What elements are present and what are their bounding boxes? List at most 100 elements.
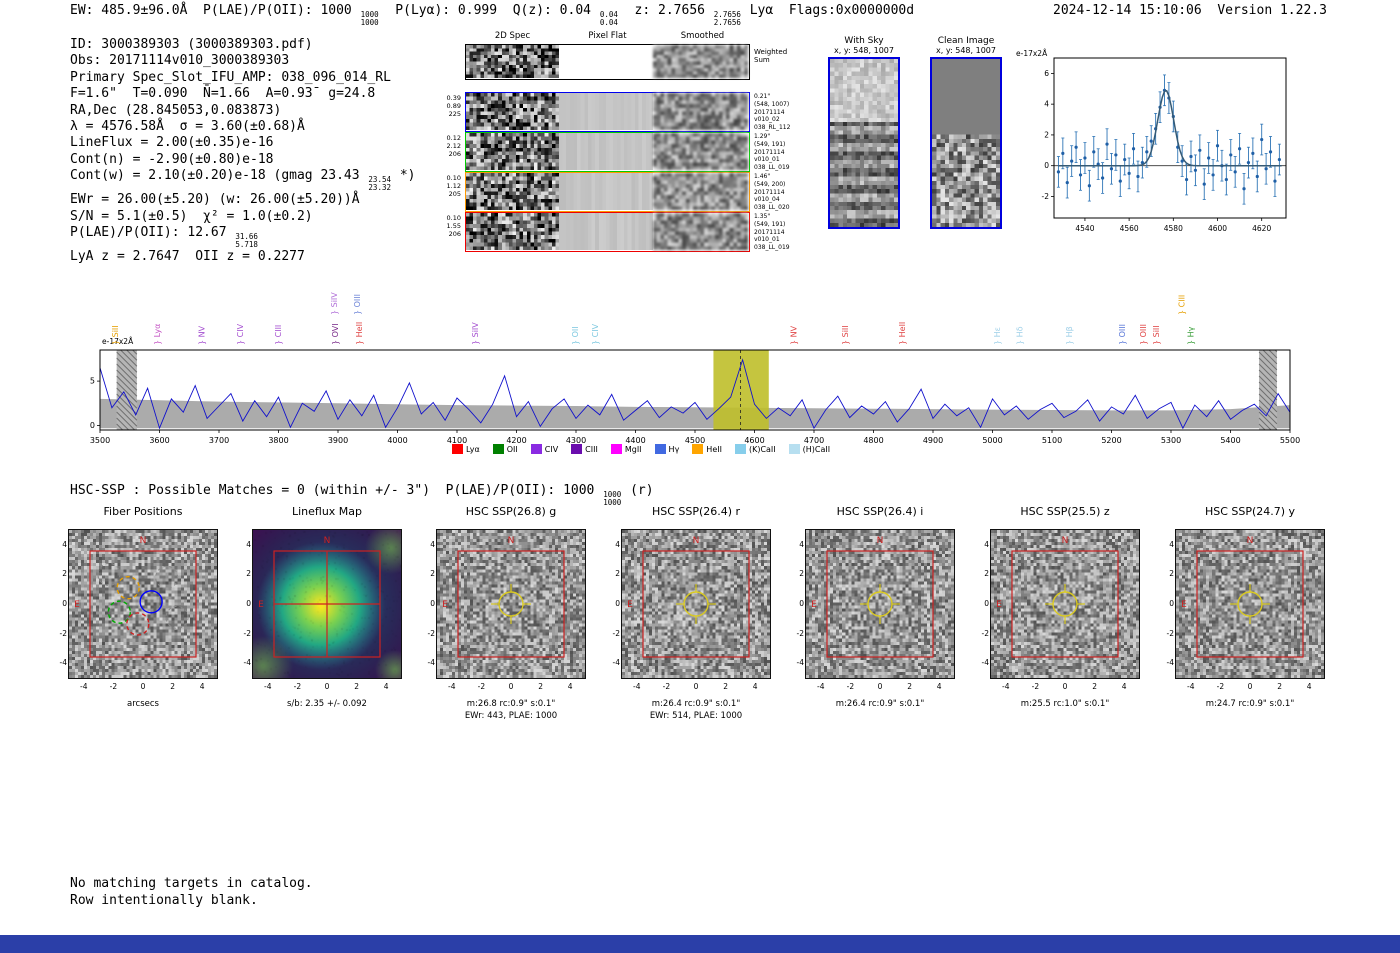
data-point — [1092, 150, 1095, 153]
with-sky-title: With Sky — [824, 36, 904, 46]
compass-east-label: E — [258, 600, 264, 610]
text-segment: Primary Spec_Slot_IFU_AMP: 038_096_014_R… — [70, 70, 391, 85]
x-tick-label: -2 — [841, 682, 859, 691]
spectral-line-legend: Lyα OII CIV CIII MgII Hγ HeII (K)CaII (H)CaII — [452, 444, 830, 454]
spectral-line-label: } SiIV — [330, 292, 339, 315]
clean-image-coords: x, y: 548, 1007 — [926, 46, 1006, 55]
row-left-label: 0.10 — [440, 214, 461, 222]
fiber-circle — [140, 591, 162, 613]
spectral-line-label: } HeII — [355, 322, 364, 345]
y-tick-label: 4 — [1150, 540, 1174, 549]
data-point — [1105, 143, 1108, 146]
row-right-annotations: 0.21" (548, 1007) 20171114 v010_02 038_RL_11… — [754, 93, 824, 132]
catalog-note-line: Row intentionally blank. — [70, 893, 313, 910]
cutout-panel: HSC SSP(26.4) i N E 4 -4 2 -2 0 0 -2 2 -4 4 m:26.4 rc… — [778, 505, 964, 735]
cutout-panel: Lineflux Map N E 4 -4 2 -2 0 0 -2 2 -4 4 s/b: 2.35 +/… — [225, 505, 411, 735]
spectral-line-label: } SiII — [1152, 325, 1161, 345]
x-tick-label: 4 — [1300, 682, 1318, 691]
data-point — [1238, 147, 1241, 150]
cutout-title: HSC SSP(25.5) z — [991, 505, 1139, 518]
fraction-bottom: 5.718 — [235, 241, 258, 249]
text-segment: Cont(n) = -2.90(±0.80)e-18 — [70, 152, 274, 167]
y-tick-label: 4 — [411, 540, 435, 549]
y-tick-label: 4 — [965, 540, 989, 549]
row-left-label: 0.89 — [440, 102, 461, 110]
cutout-panel: HSC SSP(25.5) z N E 4 -4 2 -2 0 0 -2 2 -4 4 m:25.5 rc… — [963, 505, 1149, 735]
data-point — [1101, 176, 1104, 179]
wcs-box — [827, 551, 933, 657]
cutout-overlay: NE — [1176, 530, 1324, 678]
x-tick-label: 4600 — [1208, 224, 1227, 233]
cutout-title: HSC SSP(26.8) g — [437, 505, 585, 518]
cutout-caption: m:25.5 rc:1.0" s:0.1" — [991, 699, 1139, 709]
y-tick-label: -2 — [1042, 192, 1050, 201]
row-right-annotation: 0.21" — [754, 93, 824, 101]
y-tick-label: 6 — [1044, 69, 1049, 78]
cutout-panel: Fiber Positions N E 4 -4 2 -2 0 0 -2 2 -4 4 arcsecs — [41, 505, 227, 735]
cutout-title: Fiber Positions — [69, 505, 217, 518]
spec2d-row — [465, 132, 750, 172]
data-point — [1114, 153, 1117, 156]
data-point — [1070, 159, 1073, 162]
cutout-overlay: NE — [69, 530, 217, 678]
x-tick-label: 3700 — [209, 436, 229, 445]
compass-north-label: N — [324, 536, 331, 546]
compass-north-label: N — [877, 536, 884, 546]
spectral-line-label: } SiIV — [471, 322, 480, 345]
y-tick-label: 0 — [411, 599, 435, 608]
y-tick-label: 2 — [43, 569, 67, 578]
legend-label: OII — [507, 445, 518, 454]
wcs-box — [458, 551, 564, 657]
clean-image-image — [930, 57, 1002, 229]
info-line: Cont(n) = -2.90(±0.80)e-18 — [70, 152, 415, 168]
fraction-bottom: 2.7656 — [714, 19, 741, 27]
x-tick-label: 3900 — [328, 436, 348, 445]
x-tick-label: 2 — [532, 682, 550, 691]
legend-item: Hγ — [655, 444, 680, 454]
legend-label: MgII — [625, 445, 642, 454]
data-point — [1061, 152, 1064, 155]
text-segment: *) — [392, 168, 415, 183]
smoothed-image — [653, 45, 748, 78]
data-point — [1079, 173, 1082, 176]
y-tick-label: 0 — [90, 421, 95, 430]
x-tick-label: -2 — [472, 682, 490, 691]
fraction-bottom: 23.32 — [368, 184, 391, 192]
y-tick-label: -4 — [965, 658, 989, 667]
legend-swatch — [571, 444, 582, 454]
faint-fiber-circle — [156, 566, 178, 588]
compass-east-label: E — [442, 600, 448, 610]
cutout-overlay: NE — [991, 530, 1139, 678]
cutout-overlay: NE — [253, 530, 401, 678]
legend-swatch — [789, 444, 800, 454]
x-tick-label: -2 — [1026, 682, 1044, 691]
cutout-caption: m:26.4 rc:0.9" s:0.1" — [622, 699, 770, 709]
stacked-fraction: 2.7656 2.7656 — [714, 11, 741, 27]
row-right-annotation: 20171114 — [754, 189, 824, 197]
spec2d-row — [465, 44, 750, 80]
row-right-annotation: (549, 191) — [754, 141, 824, 149]
cutout-panel: HSC SSP(24.7) y N E 4 -4 2 -2 0 0 -2 2 -4 4 m:24.7 rc… — [1148, 505, 1334, 735]
x-tick-label: -2 — [104, 682, 122, 691]
spectral-line-label: } Hβ — [1065, 326, 1074, 345]
data-point — [1278, 158, 1281, 161]
data-point — [1242, 187, 1245, 190]
text-segment: λ = 4576.58Å σ = 3.60(±0.68)Å — [70, 119, 305, 134]
data-point — [1229, 153, 1232, 156]
y-tick-label: -4 — [43, 658, 67, 667]
stacked-fraction: 31.66 5.718 — [235, 233, 258, 249]
x-tick-label: -4 — [812, 682, 830, 691]
y-tick-label: 0 — [43, 599, 67, 608]
cutout-panel: HSC SSP(26.8) g N E 4 -4 2 -2 0 0 -2 2 -4 4 m:26.8 rc… — [409, 505, 595, 735]
data-point — [1234, 170, 1237, 173]
row-right-annotation: v010_01 — [754, 236, 824, 244]
cutout-title: HSC SSP(26.4) r — [622, 505, 770, 518]
y-tick-label: -4 — [411, 658, 435, 667]
x-tick-label: -4 — [259, 682, 277, 691]
smoothed-image — [653, 133, 748, 170]
legend-label: HeII — [706, 445, 722, 454]
cutout-plot: NE — [991, 530, 1139, 678]
detection-info-block: ID: 3000389303 (3000389303.pdf) Obs: 2017… — [70, 37, 415, 266]
info-line: EWr = 26.00(±5.20) (w: 26.00(±5.20))Å — [70, 192, 415, 208]
x-tick-label: 0 — [1056, 682, 1074, 691]
